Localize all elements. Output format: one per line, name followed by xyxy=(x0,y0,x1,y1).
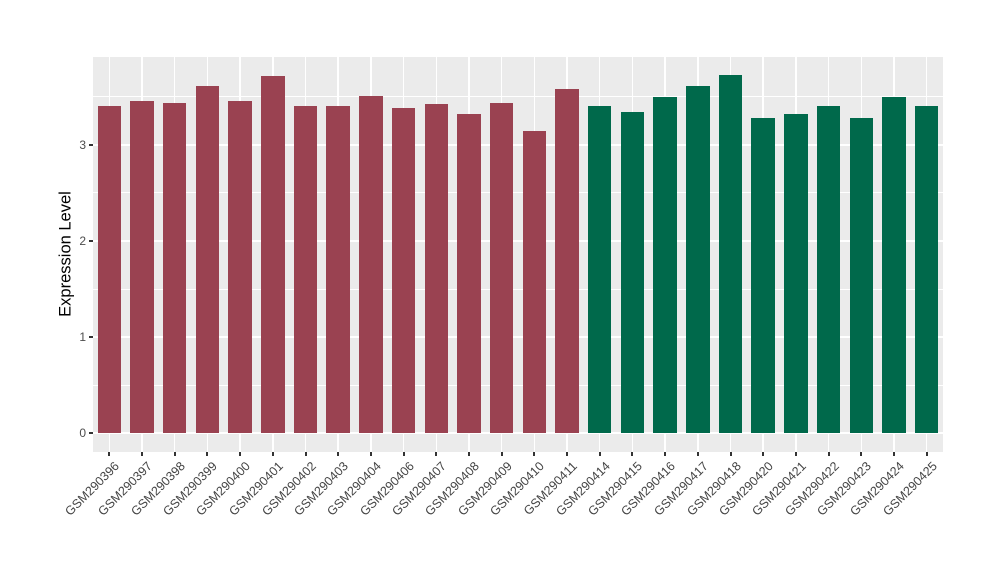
x-tick-mark xyxy=(402,452,405,456)
x-tick-mark xyxy=(304,452,307,456)
bar-GSM290411 xyxy=(555,89,579,434)
grid-line-minor xyxy=(93,288,943,290)
x-tick-mark xyxy=(467,452,470,456)
x-tick-mark xyxy=(141,452,144,456)
grid-line-major xyxy=(93,336,943,339)
bar-GSM290399 xyxy=(195,86,220,434)
x-tick-mark xyxy=(827,452,830,456)
bar-GSM290406 xyxy=(391,108,416,434)
grid-line-minor xyxy=(93,384,943,386)
x-tick-mark xyxy=(566,452,569,456)
y-tick-mark xyxy=(89,240,93,243)
x-tick-mark xyxy=(206,452,209,456)
x-tick-mark xyxy=(729,452,732,456)
bar-GSM290409 xyxy=(489,102,514,434)
grid-line-minor xyxy=(93,96,943,98)
bar-GSM290408 xyxy=(457,114,481,434)
plot-panel xyxy=(93,57,943,452)
bar-GSM290414 xyxy=(587,106,612,434)
bar-GSM290425 xyxy=(914,105,939,434)
y-tick-label: 3 xyxy=(79,137,86,152)
grid-line-minor xyxy=(93,192,943,194)
y-tick-label: 0 xyxy=(79,426,86,441)
bar-GSM290401 xyxy=(261,75,285,434)
bar-GSM290424 xyxy=(882,96,906,434)
y-tick-label: 1 xyxy=(79,330,86,345)
x-tick-mark xyxy=(892,452,895,456)
x-tick-mark xyxy=(925,452,928,456)
bar-GSM290423 xyxy=(849,118,874,434)
y-tick-mark xyxy=(89,143,93,146)
x-tick-mark xyxy=(173,452,176,456)
x-tick-mark xyxy=(762,452,765,456)
x-tick-mark xyxy=(271,452,274,456)
grid-line-major xyxy=(93,432,943,435)
x-tick-mark xyxy=(500,452,503,456)
bar-GSM290415 xyxy=(620,112,645,434)
bar-GSM290418 xyxy=(718,74,743,434)
bar-GSM290421 xyxy=(784,114,808,434)
bar-GSM290397 xyxy=(130,100,154,434)
x-tick-mark xyxy=(435,452,438,456)
x-tick-mark xyxy=(337,452,340,456)
bar-GSM290417 xyxy=(686,86,710,434)
bar-GSM290404 xyxy=(359,95,383,434)
y-tick-label: 2 xyxy=(79,234,86,249)
x-tick-mark xyxy=(664,452,667,456)
bar-GSM290407 xyxy=(424,103,449,434)
x-tick-mark xyxy=(794,452,797,456)
x-tick-mark xyxy=(533,452,536,456)
y-tick-mark xyxy=(89,336,93,339)
bar-GSM290420 xyxy=(751,118,775,434)
bar-GSM290396 xyxy=(97,105,122,434)
y-tick-mark xyxy=(89,432,93,435)
bar-GSM290400 xyxy=(228,100,252,434)
grid-line-major xyxy=(93,143,943,146)
x-tick-mark xyxy=(369,452,372,456)
x-tick-mark xyxy=(108,452,111,456)
bar-GSM290402 xyxy=(293,105,318,434)
y-axis-title: Expression Level xyxy=(56,191,75,317)
grid-line-major xyxy=(93,240,943,243)
x-tick-mark xyxy=(239,452,242,456)
bar-GSM290422 xyxy=(816,106,841,434)
x-tick-mark xyxy=(631,452,634,456)
x-tick-mark xyxy=(598,452,601,456)
bar-GSM290403 xyxy=(326,106,350,434)
bar-GSM290410 xyxy=(522,131,547,434)
x-tick-mark xyxy=(860,452,863,456)
bar-GSM290398 xyxy=(162,102,187,434)
x-tick-mark xyxy=(696,452,699,456)
bar-GSM290416 xyxy=(653,96,677,434)
